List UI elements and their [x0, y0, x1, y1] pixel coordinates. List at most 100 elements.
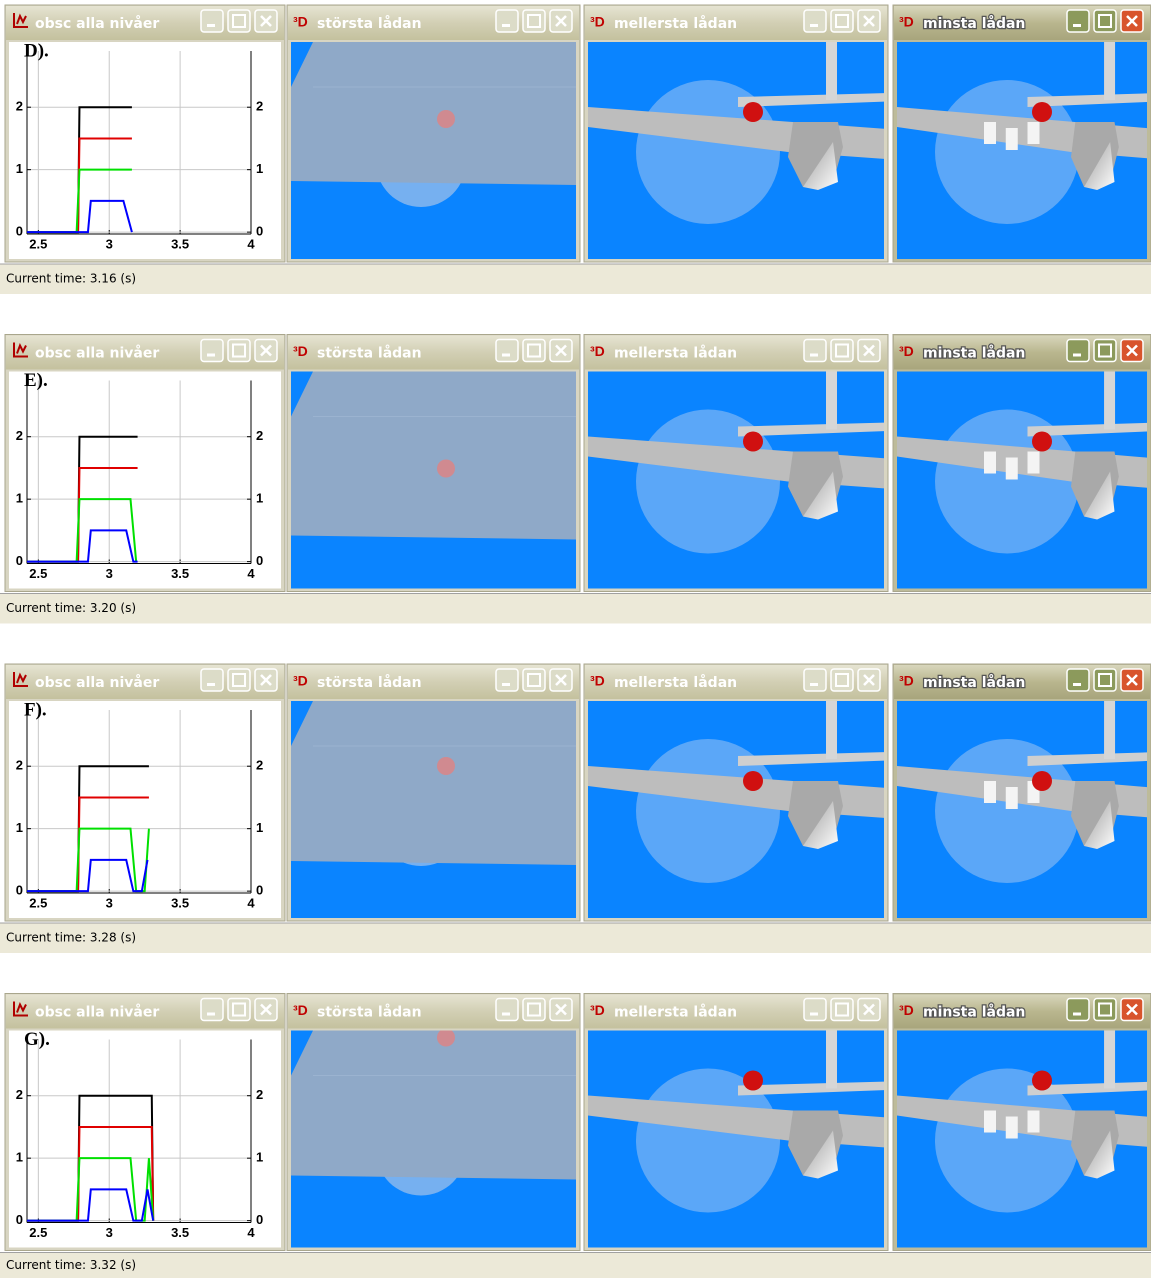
title-button[interactable] [496, 10, 518, 32]
min-glyph [207, 683, 215, 686]
ball [437, 757, 455, 775]
3d-view [588, 42, 928, 259]
x-tick-label: 3.5 [171, 566, 189, 581]
title-button[interactable] [201, 999, 223, 1021]
title-button[interactable] [804, 340, 826, 362]
window[interactable]: ³D mellersta lådan [584, 664, 928, 921]
view-icon: ³D [293, 1002, 308, 1018]
title-button[interactable] [228, 999, 250, 1021]
min-glyph [810, 1013, 818, 1016]
engine [1028, 1111, 1040, 1133]
title-button[interactable] [1067, 10, 1089, 32]
y2-tick-label: 1 [256, 820, 263, 835]
ball [1032, 771, 1052, 791]
y-tick-label: 1 [16, 161, 23, 176]
title-button[interactable] [1094, 10, 1116, 32]
3d-view [291, 701, 576, 918]
y-tick-label: 1 [16, 491, 23, 506]
y2-tick-label: 1 [256, 1150, 263, 1165]
ball [437, 1029, 455, 1047]
title-button[interactable] [1094, 340, 1116, 362]
y-tick-label: 0 [16, 553, 23, 568]
fin [1104, 372, 1115, 430]
engine [1006, 458, 1018, 480]
3d-view [291, 372, 576, 589]
title-button[interactable] [496, 999, 518, 1021]
title-button[interactable] [201, 340, 223, 362]
title-button[interactable] [831, 340, 853, 362]
window-title: mellersta lådan [614, 674, 737, 691]
min-glyph [207, 1013, 215, 1016]
3d-view [588, 372, 928, 589]
window[interactable]: ³D största lådan [287, 994, 580, 1251]
title-button[interactable] [496, 340, 518, 362]
window-title: mellersta lådan [614, 15, 737, 32]
title-button[interactable] [804, 10, 826, 32]
view-icon: ³D [590, 1002, 605, 1018]
x-tick-label: 3.5 [171, 895, 189, 910]
fin [826, 372, 837, 430]
title-button[interactable] [523, 999, 545, 1021]
x-tick-label: 3.5 [171, 236, 189, 251]
title-button[interactable] [228, 10, 250, 32]
title-button[interactable] [523, 669, 545, 691]
title-button[interactable] [831, 669, 853, 691]
ball [743, 1071, 763, 1091]
y-tick-label: 0 [16, 883, 23, 898]
min-glyph [502, 683, 510, 686]
engine [984, 452, 996, 474]
min-glyph [207, 24, 215, 27]
title-button[interactable] [1094, 669, 1116, 691]
window-title: minsta lådan [923, 674, 1025, 691]
title-button[interactable] [201, 669, 223, 691]
title-button[interactable] [1067, 669, 1089, 691]
plot-background [9, 372, 281, 589]
window-title: största lådan [317, 345, 422, 362]
engine [984, 1111, 996, 1133]
title-button[interactable] [496, 669, 518, 691]
window-title: minsta lådan [923, 1004, 1025, 1021]
title-button[interactable] [804, 669, 826, 691]
title-button[interactable] [831, 10, 853, 32]
y-tick-label: 0 [16, 1212, 23, 1227]
status-bar [0, 594, 1151, 624]
window-title: största lådan [317, 15, 422, 32]
view-icon: ³D [590, 673, 605, 689]
title-button[interactable] [1067, 340, 1089, 362]
title-button[interactable] [804, 999, 826, 1021]
3d-view [897, 1031, 1151, 1248]
title-button[interactable] [1067, 999, 1089, 1021]
title-button[interactable] [523, 10, 545, 32]
title-button[interactable] [1094, 999, 1116, 1021]
chart-label: G). [24, 1029, 50, 1050]
ball [1032, 432, 1052, 452]
window-title: största lådan [317, 1004, 422, 1021]
fin [826, 1031, 837, 1089]
title-button[interactable] [228, 669, 250, 691]
window-title: största lådan [317, 674, 422, 691]
title-button[interactable] [831, 999, 853, 1021]
y2-tick-label: 1 [256, 161, 263, 176]
title-button[interactable] [228, 340, 250, 362]
ball [1032, 1071, 1052, 1091]
ball [743, 771, 763, 791]
status-bar [0, 264, 1151, 294]
title-button[interactable] [523, 340, 545, 362]
window-title: obsc alla nivåer [35, 15, 159, 32]
title-button[interactable] [201, 10, 223, 32]
3d-view [588, 701, 928, 918]
engine [1028, 452, 1040, 474]
min-glyph [502, 24, 510, 27]
status-text: Current time: 3.20 (s) [6, 601, 136, 615]
